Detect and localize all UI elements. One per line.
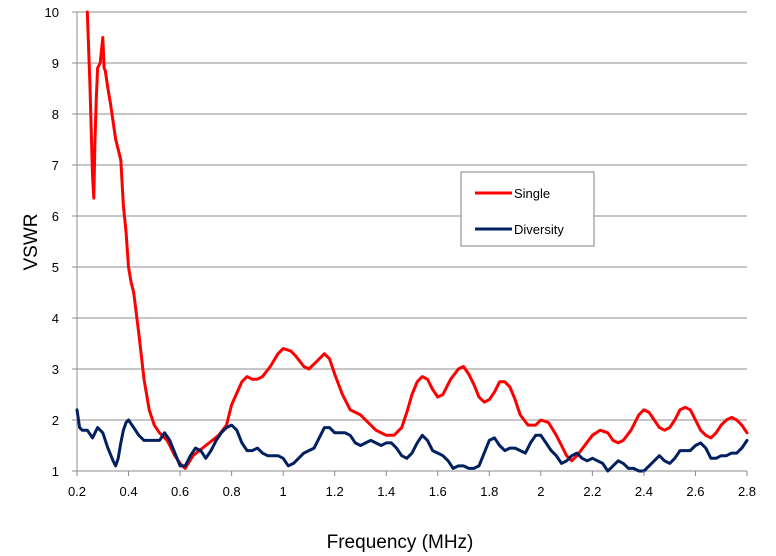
y-tick-label-7: 7 <box>52 158 59 173</box>
x-tick-label-2.8: 2.8 <box>738 484 756 499</box>
series-layer <box>75 10 749 473</box>
x-tick-label-1: 1 <box>280 484 287 499</box>
y-tick-labels: 1 2 3 4 5 6 7 8 9 10 <box>45 5 77 479</box>
y-axis-title: VSWR <box>21 214 42 271</box>
y-tick-label-8: 8 <box>52 107 59 122</box>
y-tick-label-9: 9 <box>52 56 59 71</box>
series-line-single <box>85 10 749 470</box>
plot-frame <box>76 12 747 472</box>
x-tick-label-1.4: 1.4 <box>377 484 395 499</box>
x-tick-label-2.2: 2.2 <box>583 484 601 499</box>
x-tick-label-2.6: 2.6 <box>686 484 704 499</box>
y-tick-label-3: 3 <box>52 362 59 377</box>
y-tick-label-5: 5 <box>52 260 59 275</box>
x-tick-label-2.4: 2.4 <box>635 484 653 499</box>
y-tick-label-1: 1 <box>52 464 59 479</box>
x-axis-title: Frequency (MHz) <box>327 532 474 553</box>
y-tick-label-2: 2 <box>52 413 59 428</box>
x-tick-label-1.2: 1.2 <box>326 484 344 499</box>
legend: Single Diversity <box>460 171 595 247</box>
x-tick-label-0.6: 0.6 <box>171 484 189 499</box>
x-tick-label-0.4: 0.4 <box>119 484 137 499</box>
legend-box <box>460 171 595 247</box>
x-tick-label-0.8: 0.8 <box>223 484 241 499</box>
gridlines <box>77 11 747 472</box>
x-tick-labels: 0.2 0.4 0.6 0.8 1 1.2 1.4 1.6 1.8 2 2.2 2.4 2.6 2.8 <box>68 471 756 499</box>
x-tick-label-2: 2 <box>537 484 544 499</box>
x-tick-label-0.2: 0.2 <box>68 484 86 499</box>
y-tick-label-10: 10 <box>45 5 59 20</box>
legend-label-diversity: Diversity <box>514 222 564 237</box>
y-tick-label-6: 6 <box>52 209 59 224</box>
series-line-diversity <box>75 408 749 473</box>
x-tick-label-1.6: 1.6 <box>429 484 447 499</box>
y-tick-label-4: 4 <box>52 311 59 326</box>
x-tick-label-1.8: 1.8 <box>480 484 498 499</box>
legend-label-single: Single <box>514 186 550 201</box>
